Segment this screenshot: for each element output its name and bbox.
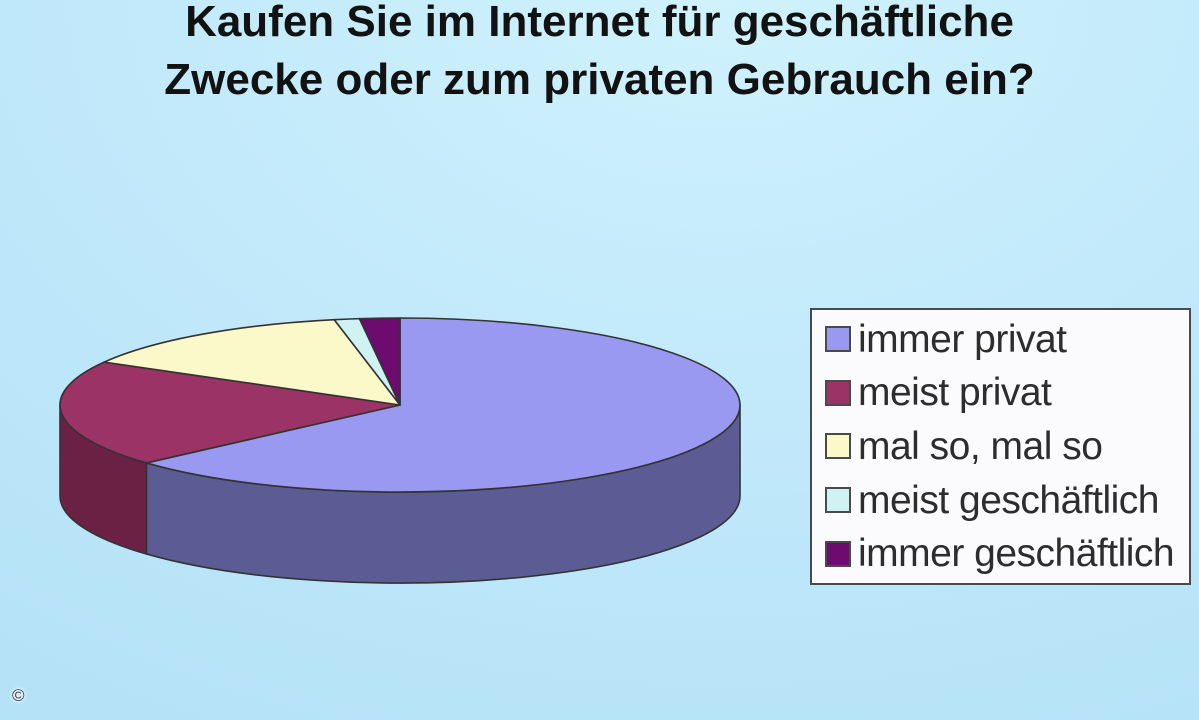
legend-item-immer-gesch-ftlich: immer geschäftlich [812, 527, 1189, 580]
legend-item-mal-so-mal-so: mal so, mal so [812, 420, 1189, 473]
legend-swatch-icon [825, 433, 851, 460]
legend-swatch-icon [825, 540, 851, 567]
legend-swatch-icon [825, 379, 851, 406]
legend-item-label: mal so, mal so [858, 424, 1103, 468]
legend-swatch-icon [825, 326, 851, 353]
pie-slice-meist-privat [59, 361, 401, 464]
pie-slice-immer-gesch-ftlich [358, 317, 401, 406]
legend-item-meist-gesch-ftlich: meist geschäftlich [812, 474, 1189, 527]
legend-swatch-icon [825, 487, 851, 514]
pie-slice-mal-so-mal-so [103, 318, 401, 406]
legend-item-label: immer privat [858, 317, 1067, 361]
legend-item-label: immer geschäftlich [858, 532, 1175, 576]
legend-box: immer privat meist privat mal so, mal so me… [810, 308, 1191, 585]
legend-item-meist-privat: meist privat [812, 366, 1189, 419]
legend-item-label: meist geschäftlich [858, 478, 1159, 522]
copyright-mark: © [12, 686, 25, 705]
chart-title-line2: Zwecke oder zum privaten Gebrauch ein? [164, 55, 1035, 104]
pie-slice-immer-privat [145, 317, 741, 493]
legend-item-immer-privat: immer privat [812, 313, 1189, 366]
chart-title: Kaufen Sie im Internet für geschäftliche… [0, 0, 1199, 109]
chart-title-line1: Kaufen Sie im Internet für geschäftliche [185, 0, 1014, 46]
legend-item-label: meist privat [858, 371, 1052, 415]
